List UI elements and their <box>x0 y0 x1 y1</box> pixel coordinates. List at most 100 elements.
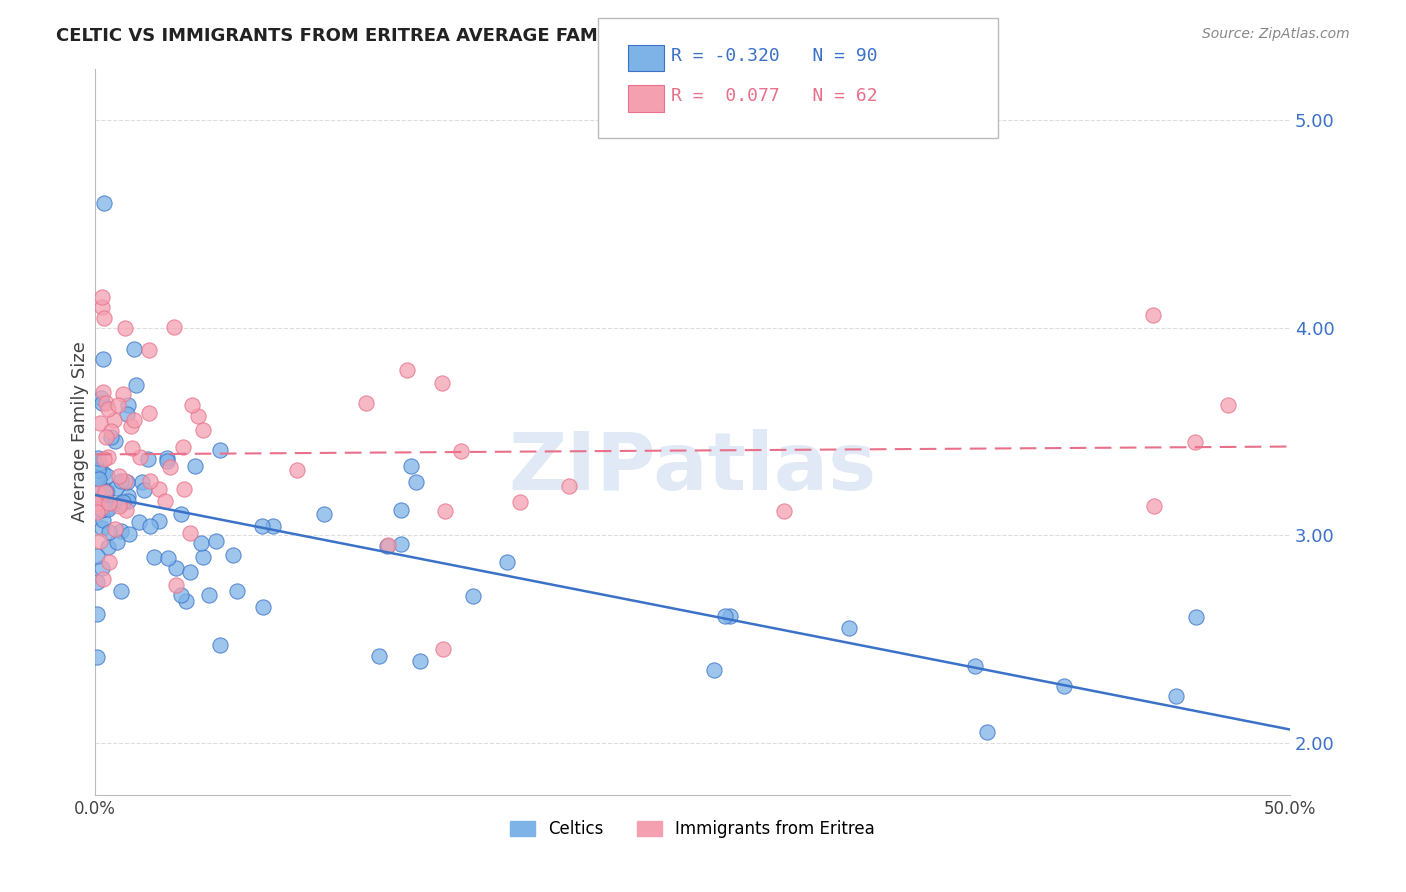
Text: R =  0.077   N = 62: R = 0.077 N = 62 <box>671 87 877 105</box>
Point <box>112 386 135 401</box>
Point <box>118 527 141 541</box>
Point <box>86 471 108 485</box>
Point <box>718 609 741 624</box>
Point <box>155 494 177 508</box>
Point <box>173 482 195 496</box>
Point <box>143 549 166 564</box>
Point <box>110 524 132 538</box>
Point <box>134 483 156 498</box>
Point <box>138 406 160 420</box>
Point <box>114 502 136 516</box>
Point <box>198 588 221 602</box>
Point <box>87 462 110 476</box>
Point <box>209 638 232 652</box>
Point <box>93 452 115 467</box>
Point <box>91 521 114 535</box>
Point <box>110 474 132 488</box>
Point <box>461 589 484 603</box>
Point <box>368 648 391 663</box>
Point <box>93 467 115 481</box>
Point <box>122 413 145 427</box>
Point <box>156 451 179 466</box>
Point <box>399 458 422 473</box>
Point <box>495 555 517 569</box>
Point <box>91 352 114 367</box>
Point <box>432 642 454 657</box>
Point <box>121 441 143 455</box>
Point <box>90 500 112 515</box>
Point <box>409 654 432 668</box>
Point <box>433 504 456 518</box>
Point <box>128 515 150 529</box>
Text: Source: ZipAtlas.com: Source: ZipAtlas.com <box>1202 27 1350 41</box>
Point <box>110 583 132 598</box>
Point <box>377 538 399 552</box>
Point <box>1184 609 1206 624</box>
Point <box>122 342 145 356</box>
Point <box>1143 499 1166 513</box>
Point <box>1216 399 1239 413</box>
Point <box>97 501 120 516</box>
Point <box>100 424 122 438</box>
Point <box>375 539 398 553</box>
Point <box>104 481 127 495</box>
Point <box>139 519 162 533</box>
Point <box>114 321 136 335</box>
Point <box>97 496 120 510</box>
Point <box>450 443 472 458</box>
Point <box>103 412 125 426</box>
Point <box>1142 308 1164 322</box>
Point <box>91 513 114 527</box>
Point <box>90 391 112 405</box>
Point <box>772 503 794 517</box>
Point <box>117 493 139 508</box>
Point <box>97 525 120 540</box>
Point <box>94 485 117 500</box>
Point <box>120 418 142 433</box>
Point <box>389 502 412 516</box>
Point <box>181 398 204 412</box>
Point <box>187 409 209 423</box>
Point <box>131 475 153 489</box>
Point <box>115 475 138 490</box>
Point <box>250 519 273 533</box>
Point <box>170 507 193 521</box>
Point <box>93 196 115 211</box>
Point <box>129 450 152 464</box>
Point <box>405 475 427 489</box>
Point <box>963 659 986 673</box>
Point <box>159 459 181 474</box>
Point <box>174 594 197 608</box>
Point <box>148 483 170 497</box>
Point <box>204 534 226 549</box>
Point <box>90 503 112 517</box>
Point <box>97 402 120 417</box>
Point <box>148 515 170 529</box>
Point <box>262 519 284 533</box>
Point <box>97 500 120 514</box>
Point <box>96 469 118 483</box>
Point <box>91 290 114 304</box>
Y-axis label: Average Family Size: Average Family Size <box>72 341 89 522</box>
Point <box>191 550 214 565</box>
Point <box>86 482 108 496</box>
Point <box>108 469 131 483</box>
Point <box>509 495 531 509</box>
Point <box>97 540 120 554</box>
Point <box>97 450 120 464</box>
Point <box>703 664 725 678</box>
Point <box>557 479 579 493</box>
Point <box>91 572 114 586</box>
Point <box>98 556 121 570</box>
Point <box>91 561 114 575</box>
Point <box>179 565 201 579</box>
Point <box>430 376 453 391</box>
Point <box>108 497 131 511</box>
Point <box>104 434 127 449</box>
Point <box>156 551 179 566</box>
Point <box>86 607 108 621</box>
Point <box>86 549 108 563</box>
Point <box>838 621 860 635</box>
Point <box>1164 689 1187 703</box>
Point <box>179 526 201 541</box>
